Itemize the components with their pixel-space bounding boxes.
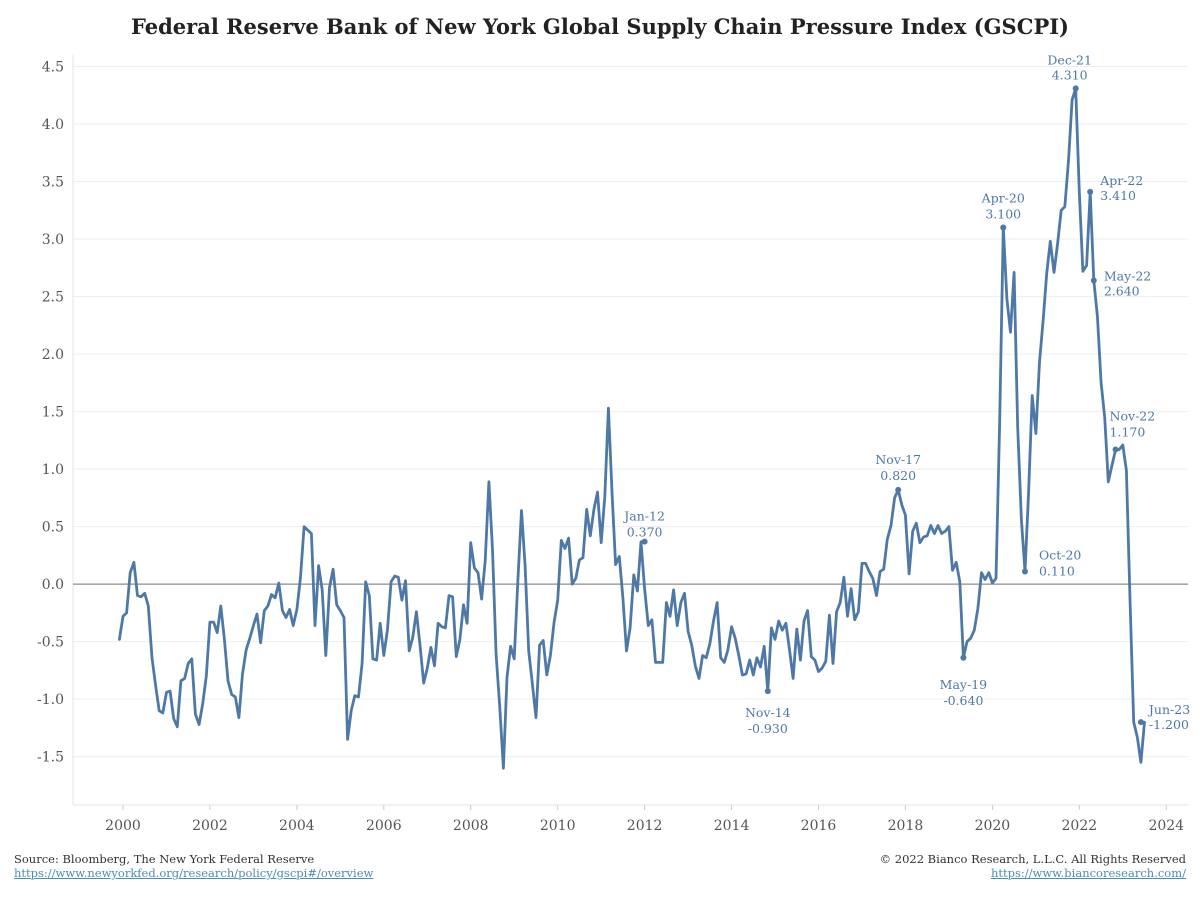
annotation-date-label: Nov-22: [1110, 409, 1156, 424]
annotation-marker: [1090, 277, 1097, 284]
chart-title: Federal Reserve Bank of New York Global …: [130, 14, 1069, 39]
annotation-date-label: Jun-23: [1147, 702, 1190, 717]
y-tick-label: 0.5: [42, 520, 64, 536]
annotation-value-label: 3.410: [1100, 188, 1136, 203]
annotation-value-label: 0.110: [1039, 563, 1075, 578]
annotation-date-label: Apr-20: [981, 191, 1025, 206]
y-tick-label: 1.5: [42, 405, 64, 421]
y-tick-label: -0.5: [37, 635, 64, 651]
annotation-marker: [960, 654, 967, 661]
x-tick-label: 2004: [279, 818, 315, 834]
copyright-text: © 2022 Bianco Research, L.L.C. All Right…: [879, 852, 1186, 866]
annotation-date-label: May-22: [1104, 268, 1151, 283]
y-tick-label: -1.0: [37, 692, 64, 708]
annotation-marker: [895, 486, 902, 493]
annotation-date-label: Jan-12: [622, 509, 665, 524]
x-tick-label: 2022: [1062, 818, 1098, 834]
x-tick-label: 2010: [540, 818, 576, 834]
annotation-marker: [1137, 719, 1144, 726]
x-tick-label: 2002: [192, 818, 228, 834]
annotation-value-label: 0.370: [627, 525, 663, 540]
x-tick-label: 2014: [714, 818, 750, 834]
annotation-date-label: Dec-21: [1047, 52, 1092, 67]
y-tick-label: 4.5: [42, 60, 64, 76]
x-tick-label: 2024: [1148, 818, 1184, 834]
y-tick-label: -1.5: [37, 750, 64, 766]
x-tick-label: 2012: [627, 818, 663, 834]
source-text: Source: Bloomberg, The New York Federal …: [14, 852, 315, 866]
annotation-marker: [764, 688, 771, 695]
y-tick-label: 0.0: [42, 577, 64, 593]
annotations: Jan-120.370 Nov-14-0.930 Nov-170.820 May-19…: [622, 52, 1190, 736]
axes: 4.5 4.0 3.5 3.0 2.5 2.0 1.5 1.0 0.5 0.0 -0.5 -1.0 -1…: [37, 55, 1188, 834]
x-tick-label: 2016: [801, 818, 837, 834]
annotation-date-label: Nov-17: [875, 452, 921, 467]
copyright-link[interactable]: https://www.biancoresearch.com/: [990, 866, 1186, 880]
y-tick-label: 2.5: [42, 290, 64, 306]
y-tick-label: 3.5: [42, 175, 64, 191]
gscpi-series-line: [118, 87, 1146, 770]
annotation-date-label: Nov-14: [745, 705, 791, 720]
source-link[interactable]: https://www.newyorkfed.org/research/poli…: [14, 866, 374, 880]
grid-lines: [73, 66, 1188, 758]
y-tick-label: 3.0: [42, 232, 64, 248]
x-tick-label: 2000: [105, 818, 141, 834]
annotation-value-label: -0.930: [748, 721, 788, 736]
annotation-value-label: 4.310: [1052, 67, 1088, 82]
x-tick-label: 2018: [888, 818, 924, 834]
annotation-marker: [1021, 568, 1028, 575]
annotation-marker: [1000, 224, 1007, 231]
annotation-marker: [641, 538, 648, 545]
annotation-value-label: 3.100: [985, 207, 1021, 222]
x-tick-label: 2006: [366, 818, 402, 834]
series-group: [118, 87, 1146, 770]
y-tick-label: 2.0: [42, 347, 64, 363]
annotation-marker: [1112, 446, 1119, 453]
annotation-value-label: 2.640: [1104, 283, 1140, 298]
annotation-date-label: Apr-22: [1099, 173, 1143, 188]
annotation-value-label: -1.200: [1149, 717, 1189, 732]
annotation-date-label: May-19: [940, 677, 987, 692]
annotation-value-label: -0.640: [943, 693, 983, 708]
y-tick-label: 1.0: [42, 462, 64, 478]
x-tick-label: 2020: [975, 818, 1011, 834]
annotation-date-label: Oct-20: [1039, 547, 1081, 562]
annotation-value-label: 0.820: [880, 468, 916, 483]
y-tick-label: 4.0: [42, 117, 64, 133]
x-tick-label: 2008: [453, 818, 489, 834]
copyright-note: © 2022 Bianco Research, L.L.C. All Right…: [880, 852, 1186, 880]
source-note: Source: Bloomberg, The New York Federal …: [14, 852, 373, 880]
annotation-marker: [1087, 188, 1094, 195]
annotation-value-label: 1.170: [1110, 425, 1146, 440]
annotation-marker: [1072, 85, 1079, 92]
